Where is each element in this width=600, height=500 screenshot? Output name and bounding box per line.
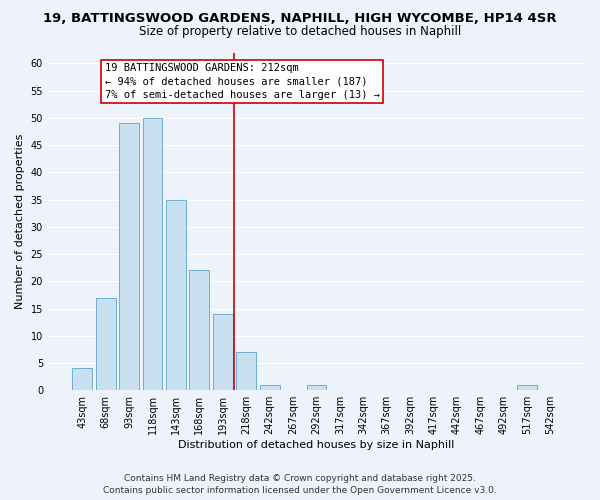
Bar: [119, 124, 139, 390]
Text: Size of property relative to detached houses in Naphill: Size of property relative to detached ho…: [139, 25, 461, 38]
Text: 19 BATTINGSWOOD GARDENS: 212sqm
← 94% of detached houses are smaller (187)
7% of: 19 BATTINGSWOOD GARDENS: 212sqm ← 94% of…: [104, 64, 380, 100]
Bar: [307, 385, 326, 390]
Bar: [260, 385, 280, 390]
Text: Contains HM Land Registry data © Crown copyright and database right 2025.
Contai: Contains HM Land Registry data © Crown c…: [103, 474, 497, 495]
Bar: [236, 352, 256, 390]
Y-axis label: Number of detached properties: Number of detached properties: [15, 134, 25, 309]
Bar: [213, 314, 233, 390]
Bar: [166, 200, 186, 390]
Text: 19, BATTINGSWOOD GARDENS, NAPHILL, HIGH WYCOMBE, HP14 4SR: 19, BATTINGSWOOD GARDENS, NAPHILL, HIGH …: [43, 12, 557, 26]
Bar: [96, 298, 116, 390]
Bar: [190, 270, 209, 390]
X-axis label: Distribution of detached houses by size in Naphill: Distribution of detached houses by size …: [178, 440, 455, 450]
Bar: [143, 118, 163, 390]
Bar: [73, 368, 92, 390]
Bar: [517, 385, 537, 390]
